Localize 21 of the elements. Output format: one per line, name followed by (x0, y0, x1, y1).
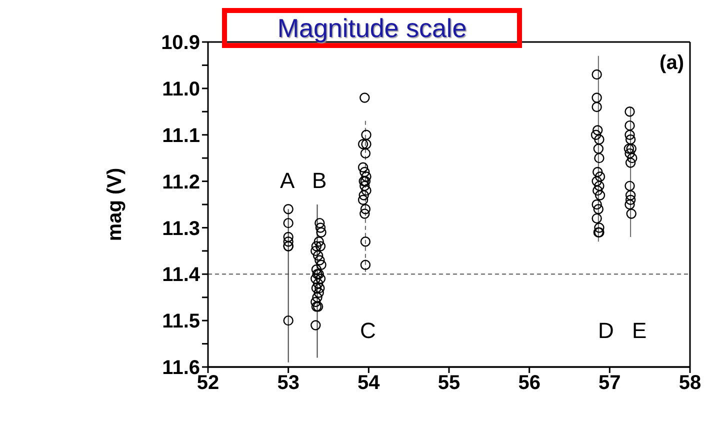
y-axis-title: mag (V) (104, 168, 126, 242)
x-tick-label: 56 (518, 372, 540, 394)
y-tick-label: 11.3 (162, 218, 200, 240)
y-tick-label: 11.4 (162, 264, 201, 286)
annotation: A (280, 168, 295, 194)
x-tick-label: 58 (678, 372, 702, 394)
annotation: (a) (660, 52, 684, 75)
y-tick-label: 11.2 (162, 171, 200, 194)
y-tick-label: 11.1 (162, 124, 200, 147)
y-tick-label: 11.0 (162, 78, 200, 101)
annotation: B (312, 168, 327, 194)
annotation: C (360, 318, 376, 344)
annotation: E (632, 318, 647, 344)
y-tick-label: 11.5 (162, 310, 200, 333)
x-tick-label: 55 (438, 372, 460, 394)
x-tick-label: 53 (277, 372, 300, 394)
x-tick-label: 57 (598, 372, 621, 394)
x-tick-label: 54 (358, 372, 381, 394)
annotation: D (598, 318, 614, 344)
y-tick-label: 10.9 (161, 32, 200, 54)
chart-title: Magnitude scale (222, 8, 522, 48)
